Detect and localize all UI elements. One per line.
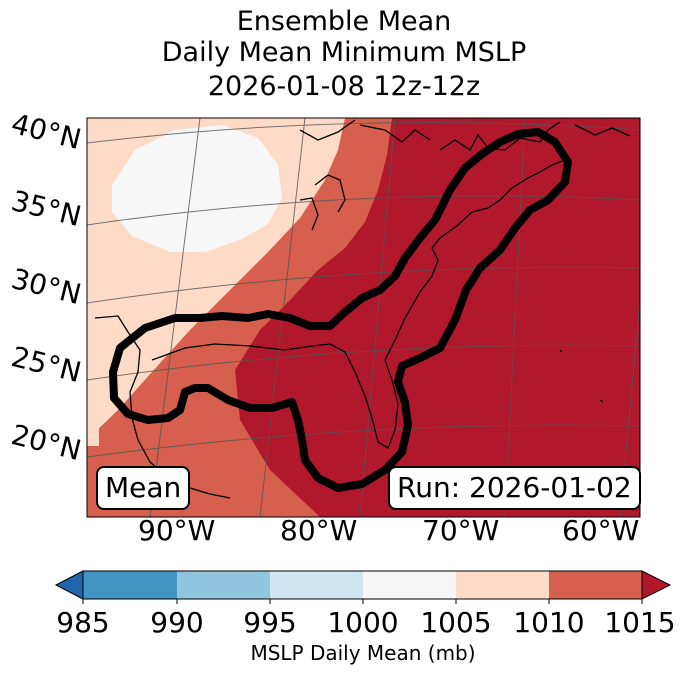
colorbar-tick-990: 990 — [150, 606, 204, 639]
colorbar-tick-marks — [82, 599, 643, 604]
lon-label-70w: 70°W — [422, 514, 500, 547]
colorbar-label: MSLP Daily Mean (mb) — [250, 641, 476, 665]
run-date-box: Run: 2026-01-02 — [388, 466, 641, 510]
colorbar-bin-995-1000 — [270, 571, 363, 599]
colorbar-bin-985-990 — [83, 571, 177, 599]
colorbar-bin-990-995 — [177, 571, 270, 599]
colorbar-tick-1015: 1015 — [604, 606, 676, 639]
title-line-2: Daily Mean Minimum MSLP — [161, 37, 527, 68]
colorbar-bin-1005-1010 — [456, 571, 549, 599]
colorbar — [54, 570, 672, 604]
mean-label-box: Mean — [96, 466, 191, 510]
colorbar-extend-left — [54, 570, 84, 600]
field-1000-1005 — [112, 125, 282, 252]
colorbar-tick-1005: 1005 — [420, 606, 492, 639]
colorbar-bin-1000-1005 — [363, 571, 456, 599]
lon-label-80w: 80°W — [280, 514, 358, 547]
colorbar-extend-right — [641, 570, 672, 600]
map-area — [87, 118, 640, 517]
ensemble-contour — [109, 128, 572, 492]
title-line-1: Ensemble Mean — [236, 6, 452, 37]
colorbar-bin-1010-1015 — [549, 571, 642, 599]
colorbar-tick-985: 985 — [56, 606, 110, 639]
map-frame — [86, 117, 641, 518]
title-line-3: 2026-01-08 12z-12z — [207, 71, 481, 102]
lon-label-60w: 60°W — [562, 514, 640, 547]
lon-label-90w: 90°W — [138, 514, 216, 547]
colorbar-tick-995: 995 — [243, 606, 297, 639]
colorbar-tick-1010: 1010 — [513, 606, 585, 639]
colorbar-tick-1000: 1000 — [327, 606, 399, 639]
field-above-1015 — [235, 118, 640, 517]
field-west-edge — [87, 402, 99, 446]
